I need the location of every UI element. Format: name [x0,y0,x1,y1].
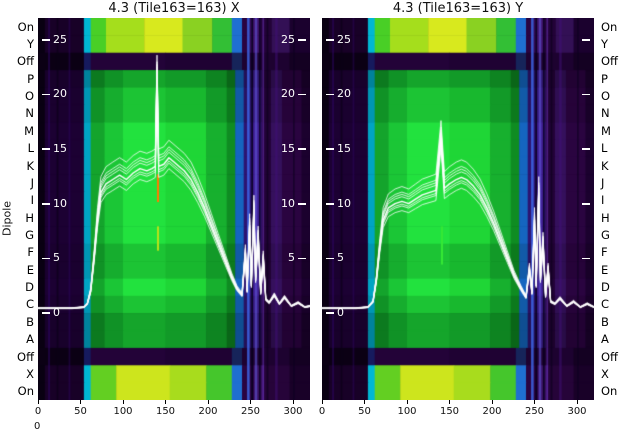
x-tick [491,400,493,404]
x-tick-label: 50 [74,406,87,417]
x-tick [292,400,294,404]
row-label: M [24,123,34,138]
x-tick [80,400,81,404]
x-tick-label: 100 [397,406,417,417]
row-label: O [601,89,611,104]
x-tick-label: 200 [198,406,218,417]
row-label: Off [601,54,618,69]
x-tick [207,400,209,404]
x-tick-label: 250 [240,406,261,417]
row-label: E [601,262,609,277]
row-label: C [601,297,610,312]
row-label: H [601,210,610,225]
x-tick-label: 300 [567,406,587,417]
row-label: X [26,366,34,381]
row-label: I [601,193,605,208]
row-labels-left: On Y Off P O N M L K J I H G F E D C B A Off X On [4,18,34,400]
x-tick [364,400,365,404]
x-tick [321,400,323,404]
x-tick [406,400,408,404]
row-label: A [601,332,609,347]
x-tick-label: 200 [482,406,502,417]
x-tick-label: 300 [283,406,303,417]
heatmap-canvas-y [322,18,594,400]
x-tick [534,400,535,404]
row-label: K [26,158,34,173]
row-label: F [601,245,608,260]
row-label: E [26,262,34,277]
row-label: On [17,384,34,399]
x-tick-label: 50 [358,406,371,417]
plot-title-x: 4.3 (Tile163=163) X [108,1,240,16]
row-label: P [27,71,34,86]
heatmap-plot-x: 4.3 (Tile163=163) X 25 20 15 10 5 0 25 20 15 10 5 … [35,1,310,417]
x-tick [449,400,450,404]
row-label: Off [17,349,34,364]
row-label: G [601,227,610,242]
row-label: Y [601,37,609,52]
row-label: Off [601,349,618,364]
row-label: D [601,280,610,295]
row-label: G [25,227,34,242]
row-label: H [25,210,34,225]
row-label: X [601,366,609,381]
x-tick [122,400,124,404]
row-label: J [30,175,34,190]
x-ticks-y: 0 50 100 150 200 250 300 [318,400,594,426]
x-tick-label: 0 [318,406,326,417]
x-tick [250,400,251,404]
x-tick [165,400,166,404]
row-label: A [26,332,34,347]
x-tick-label: 100 [113,406,133,417]
x-tick [576,400,578,404]
x-tick [37,400,39,404]
plot-title-y: 4.3 (Tile163=163) Y [392,1,524,16]
row-label: B [26,314,34,329]
row-label: D [25,280,34,295]
heatmap-canvas-x [38,18,310,400]
x-ticks-x: 0 50 100 150 200 250 300 [34,400,310,426]
row-label: F [27,245,34,260]
row-label: O [24,89,34,104]
row-label: On [17,19,34,34]
row-label: J [601,175,605,190]
x-tick-label: 150 [155,406,176,417]
row-label: Off [17,54,34,69]
row-label: K [601,158,609,173]
heatmap-plot-y: 4.3 (Tile163=163) Y 25 20 15 10 5 0 0 50 100 150… [319,1,594,417]
row-label: On [601,19,618,34]
x-tick-label: 250 [524,406,545,417]
row-label: M [601,123,611,138]
row-label: I [30,193,34,208]
row-label: L [601,141,608,156]
row-label: B [601,314,609,329]
row-label: P [601,71,608,86]
row-labels-right: On Y Off P O N M L K J I H G F E D C B A Off X On [601,18,637,400]
row-label: N [601,106,610,121]
row-label: C [25,297,34,312]
row-label: N [25,106,34,121]
x-tick-label: 150 [439,406,460,417]
row-label: Y [26,37,34,52]
x-axis-extra-zero: 0 [34,421,41,432]
x-tick-label: 0 [34,406,42,417]
row-label: L [27,141,34,156]
row-label: On [601,384,618,399]
